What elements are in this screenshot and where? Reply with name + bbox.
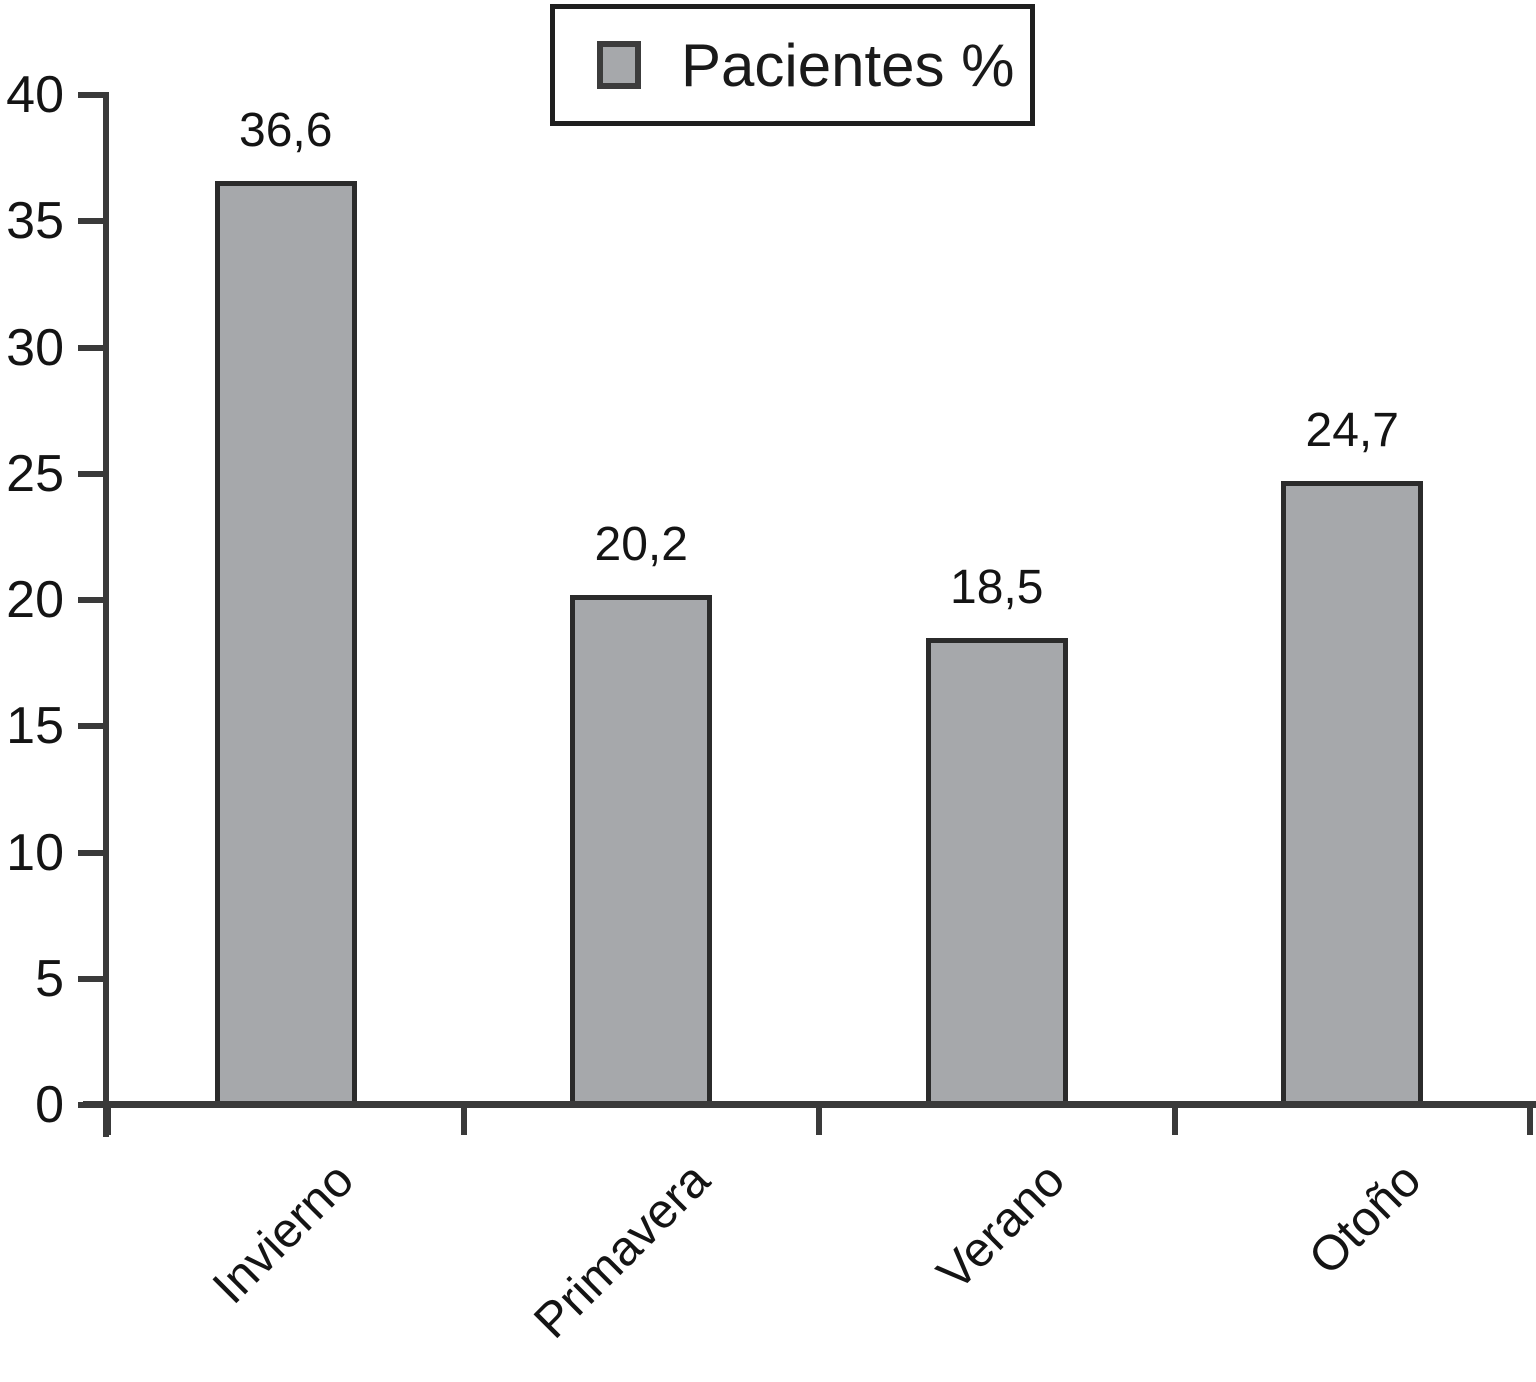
bar-value-label: 24,7: [1305, 404, 1399, 458]
bar-verano: [925, 637, 1068, 1108]
x-axis-category-label: Invierno: [203, 1152, 365, 1315]
y-axis-tick: [78, 344, 106, 351]
bar-invierno: [214, 180, 357, 1108]
y-axis-tick-label: 25: [6, 444, 64, 503]
bar-primavera: [570, 594, 713, 1108]
y-axis-tick-label: 5: [35, 949, 64, 1008]
y-axis-tick: [78, 975, 106, 982]
y-axis-tick: [78, 470, 106, 477]
y-axis-tick-label: 0: [35, 1076, 64, 1134]
bar-value-label: 36,6: [239, 103, 333, 157]
y-axis-tick: [78, 92, 106, 98]
y-axis-tick-label: 40: [6, 66, 64, 124]
x-axis-category-label: Primavera: [524, 1152, 721, 1349]
x-axis-tick: [816, 1105, 822, 1135]
y-axis-tick: [78, 1102, 106, 1108]
bar-otono: [1281, 481, 1424, 1108]
y-axis-tick-label: 15: [6, 697, 64, 756]
bar-value-label: 18,5: [950, 560, 1044, 614]
x-axis-category-label: Verano: [927, 1152, 1076, 1301]
y-axis-tick-label: 10: [6, 823, 64, 882]
x-axis-tick: [1527, 1105, 1533, 1135]
y-axis-line: [103, 92, 109, 1137]
legend-label: Pacientes %: [681, 31, 1015, 99]
y-axis-tick-label: 20: [6, 571, 64, 629]
y-axis-tick: [78, 218, 106, 225]
x-axis-line: [83, 1101, 1536, 1108]
legend: Pacientes %: [550, 4, 1035, 126]
y-axis-tick: [78, 849, 106, 856]
y-axis-tick-label: 30: [6, 318, 64, 377]
bar-value-label: 20,2: [594, 517, 688, 571]
x-axis-tick: [460, 1105, 467, 1135]
x-axis-category-label: Otoño: [1298, 1152, 1432, 1286]
y-axis-tick: [78, 723, 106, 730]
y-axis-tick: [78, 597, 106, 603]
y-axis-tick-label: 35: [6, 192, 64, 251]
legend-swatch-icon: [597, 41, 641, 89]
x-axis-tick: [1171, 1105, 1178, 1135]
